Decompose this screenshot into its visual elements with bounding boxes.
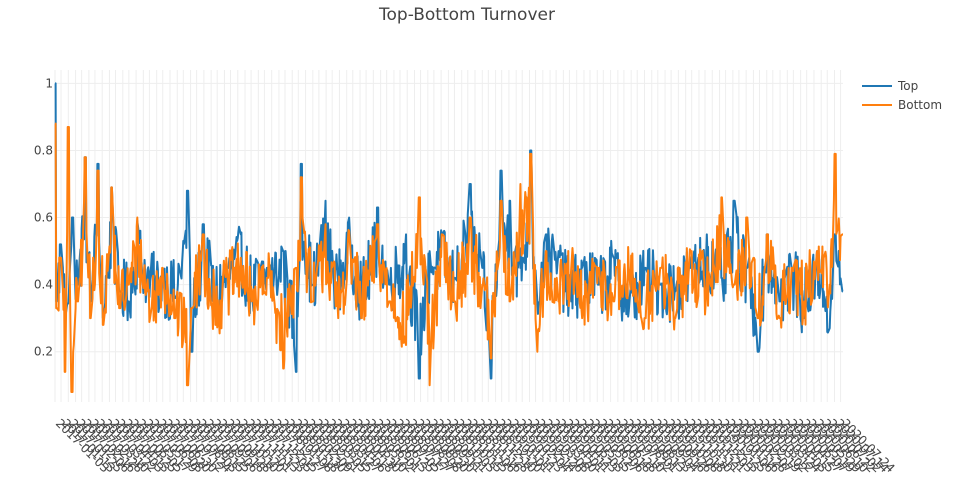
series-line-bottom[interactable] bbox=[54, 122, 844, 393]
legend-label: Bottom bbox=[898, 97, 943, 112]
y-tick-label: 0.2 bbox=[34, 345, 53, 359]
x-axis: 2017-01-032017-01-132017-01-252017-02-06… bbox=[53, 416, 898, 475]
legend-item-top[interactable]: Top bbox=[862, 76, 942, 95]
legend-label: Top bbox=[898, 78, 919, 93]
series-lines bbox=[54, 82, 844, 393]
y-tick-label: 0.8 bbox=[34, 143, 53, 157]
chart-title: Top-Bottom Turnover bbox=[379, 5, 555, 25]
y-tick-label: 0.4 bbox=[34, 278, 53, 292]
y-tick-label: 0.6 bbox=[34, 211, 53, 225]
legend[interactable]: Top Bottom bbox=[862, 76, 942, 114]
series-line-top[interactable] bbox=[54, 82, 844, 380]
y-axis: 0.2 0.4 0.6 0.8 1 bbox=[34, 76, 53, 358]
legend-swatch bbox=[862, 103, 892, 106]
y-tick-label: 1 bbox=[45, 76, 53, 90]
legend-swatch bbox=[862, 84, 892, 87]
legend-item-bottom[interactable]: Bottom bbox=[862, 95, 942, 114]
